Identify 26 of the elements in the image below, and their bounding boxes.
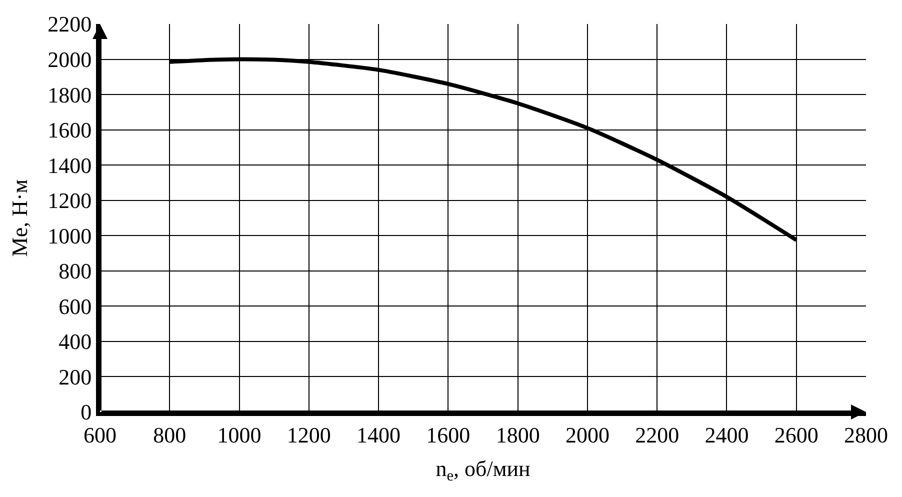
y-tick-label: 1800 <box>48 82 92 108</box>
y-tick-label: 2000 <box>48 46 92 72</box>
y-tick-label: 0 <box>80 400 92 425</box>
x-tick-label: 2800 <box>844 422 888 448</box>
y-axis-title: Me, Н·м <box>6 179 32 257</box>
x-tick-label: 1200 <box>286 422 331 448</box>
y-tick-label: 400 <box>58 329 92 354</box>
x-tick-label: 1600 <box>426 422 470 448</box>
y-tick-label: 600 <box>58 294 92 319</box>
x-tick-label: 1800 <box>496 422 540 448</box>
x-tick-label: 600 <box>84 422 116 448</box>
x-axis-title: n$_{e}$, об/мин <box>436 456 531 484</box>
x-tick-label: 800 <box>153 422 186 448</box>
y-tick-label: 1400 <box>48 152 92 178</box>
y-tick-label: 1000 <box>48 223 92 248</box>
y-tick-label: 200 <box>58 364 92 390</box>
x-tick-label: 2400 <box>704 422 749 448</box>
x-tick-label: 2000 <box>565 422 610 448</box>
y-tick-label: 1200 <box>48 188 92 214</box>
x-tick-label: 2200 <box>635 422 680 448</box>
y-tick-label: 2200 <box>48 12 92 37</box>
y-tick-label: 800 <box>58 258 92 284</box>
x-tick-label: 2600 <box>774 422 818 448</box>
x-tick-label: 1000 <box>217 422 262 448</box>
y-tick-label: 1600 <box>48 118 92 143</box>
x-tick-label: 1400 <box>356 422 401 448</box>
